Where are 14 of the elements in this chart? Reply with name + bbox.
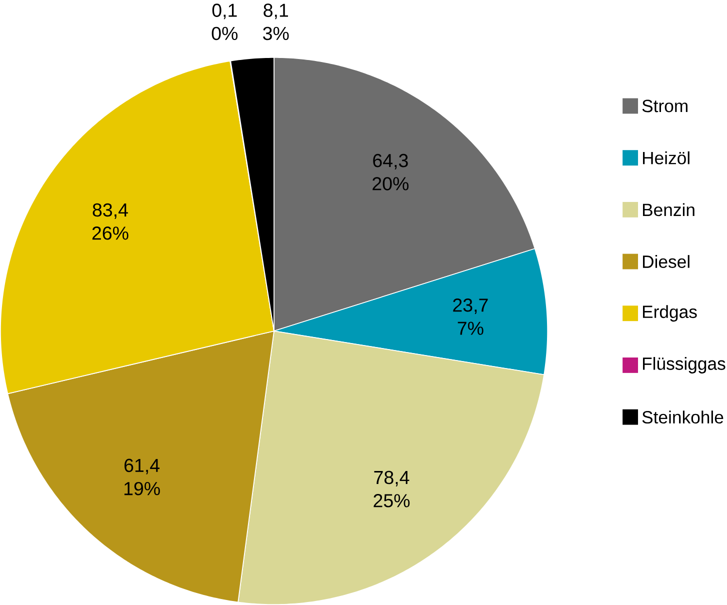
data-label: 64,3 20% (372, 154, 409, 190)
data-label: 61,4 19% (124, 458, 160, 496)
legend-label: Flüssiggas (643, 356, 726, 374)
legend-label: Diesel (643, 255, 690, 268)
data-label: 8,1 3% (263, 4, 289, 40)
legend-label: Strom (642, 100, 688, 112)
data-label: 78,4 25% (374, 470, 410, 508)
legend-label: Erdgas (643, 305, 697, 322)
legend-label: Benzin (643, 203, 694, 216)
legend-label: Steinkohle (642, 410, 724, 424)
data-label: 23,7 7% (453, 298, 488, 335)
data-label: 0,1 0% (212, 4, 238, 40)
data-label: 83,4 26% (92, 203, 128, 240)
legend-label: Heizöl (643, 151, 690, 164)
